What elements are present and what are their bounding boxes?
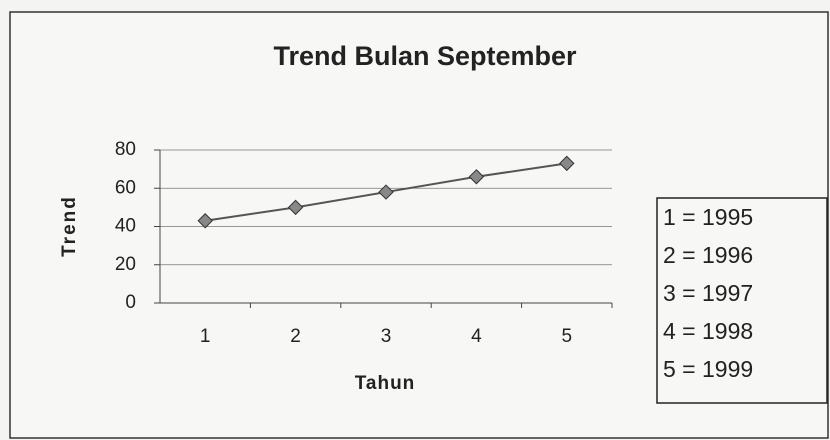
x-tick-label: 1	[200, 326, 211, 347]
point-marker	[287, 199, 304, 216]
x-axis-label: Tahun	[355, 373, 416, 394]
point-marker	[378, 184, 394, 200]
point-marker	[468, 169, 485, 185]
y-tick-label: 60	[115, 177, 136, 198]
y-tick-label: 80	[115, 139, 136, 160]
point-marker	[559, 155, 575, 172]
annotation: 1 = 1995	[663, 204, 753, 230]
annotation: 4 = 1998	[663, 318, 753, 344]
y-tick-label: 0	[125, 292, 136, 313]
y-axis-label: Trend	[59, 195, 80, 257]
annotation: 2 = 1996	[663, 242, 753, 268]
y-tick-label: 20	[115, 254, 136, 275]
y-tick-label: 40	[115, 216, 136, 237]
x-tick-label: 5	[562, 326, 573, 347]
annotation: 5 = 1999	[663, 356, 753, 382]
x-tick-label: 2	[290, 326, 301, 347]
point-marker	[197, 213, 213, 229]
x-tick-label: 4	[471, 326, 482, 347]
annotation: 3 = 1997	[663, 280, 753, 306]
chart-title: Trend Bulan September	[273, 41, 577, 71]
chart-frame	[9, 11, 829, 439]
legend-box	[656, 197, 828, 404]
x-tick-label: 3	[381, 326, 392, 347]
